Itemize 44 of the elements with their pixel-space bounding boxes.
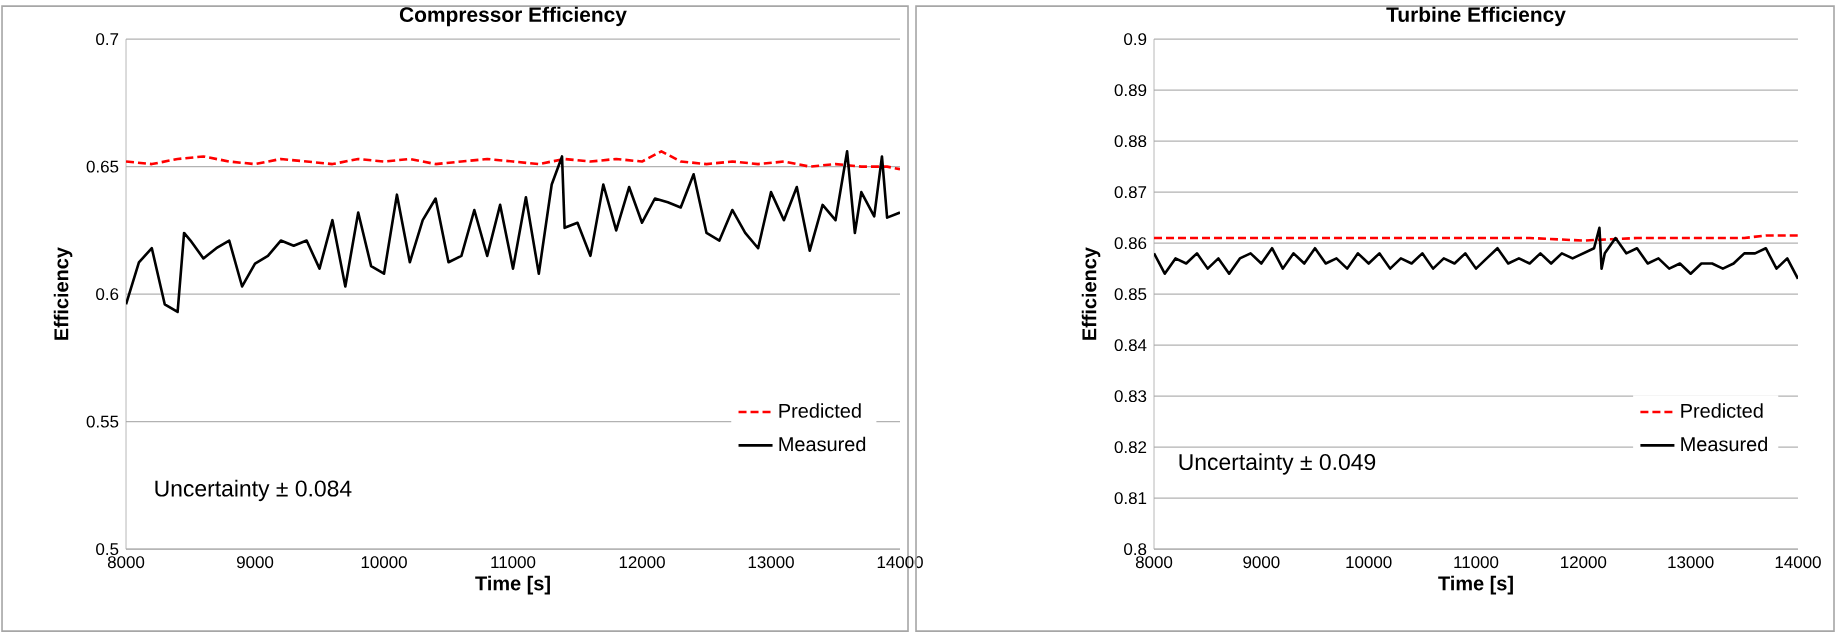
y-tick-label: 0.55 <box>86 415 119 428</box>
y-tick-label: 0.88 <box>1114 135 1147 148</box>
x-axis-title: Time [s] <box>1438 575 1513 595</box>
y-tick-label: 0.6 <box>96 288 119 301</box>
y-tick-label: 0.5 <box>96 543 119 556</box>
y-tick-label: 0.85 <box>1114 288 1147 301</box>
y-axis-title: Efficiency <box>53 247 73 340</box>
y-tick-label: 0.89 <box>1114 84 1147 97</box>
y-axis-title: Efficiency <box>1081 247 1101 340</box>
y-tick-label: 0.65 <box>86 160 119 173</box>
y-tick-label: 0.9 <box>1124 33 1147 46</box>
legend-label: Measured <box>1681 436 1768 452</box>
legend-label: Predicted <box>779 403 861 418</box>
chart-title: Turbine Efficiency <box>1386 6 1566 27</box>
x-tick-label: 12000 <box>619 556 665 569</box>
y-tick-label: 0.81 <box>1114 492 1147 505</box>
x-tick-label: 11000 <box>1454 556 1499 569</box>
x-tick-label: 14000 <box>1775 556 1821 569</box>
x-tick-label: 8000 <box>1135 556 1173 569</box>
x-tick-label: 8000 <box>107 556 145 569</box>
x-tick-label: 9000 <box>236 556 274 569</box>
legend-label: Measured <box>779 436 866 452</box>
line-series <box>126 149 901 171</box>
y-tick-label: 0.7 <box>96 33 119 46</box>
annotation: Uncertainty ± 0.084 <box>155 479 352 502</box>
x-tick-label: 13000 <box>748 556 794 569</box>
y-tick-label: 0.82 <box>1114 441 1147 454</box>
line-series <box>126 149 901 314</box>
legend-label: Predicted <box>1681 403 1763 418</box>
x-axis-title: Time [s] <box>475 575 550 595</box>
chart-title: Compressor Efficiency <box>399 6 627 27</box>
y-tick-label: 0.8 <box>1124 543 1147 556</box>
x-tick-label: 12000 <box>1561 556 1607 569</box>
annotation: Uncertainty ± 0.049 <box>1179 453 1376 475</box>
y-tick-label: 0.87 <box>1114 186 1147 199</box>
x-tick-label: 14000 <box>877 556 923 569</box>
x-tick-label: 10000 <box>361 556 407 569</box>
x-tick-label: 9000 <box>1243 556 1280 569</box>
x-tick-label: 10000 <box>1346 556 1392 569</box>
y-tick-label: 0.83 <box>1114 390 1147 403</box>
y-tick-label: 0.86 <box>1114 237 1147 250</box>
y-tick-label: 0.84 <box>1114 339 1147 352</box>
x-tick-label: 11000 <box>491 556 536 569</box>
x-tick-label: 13000 <box>1668 556 1714 569</box>
